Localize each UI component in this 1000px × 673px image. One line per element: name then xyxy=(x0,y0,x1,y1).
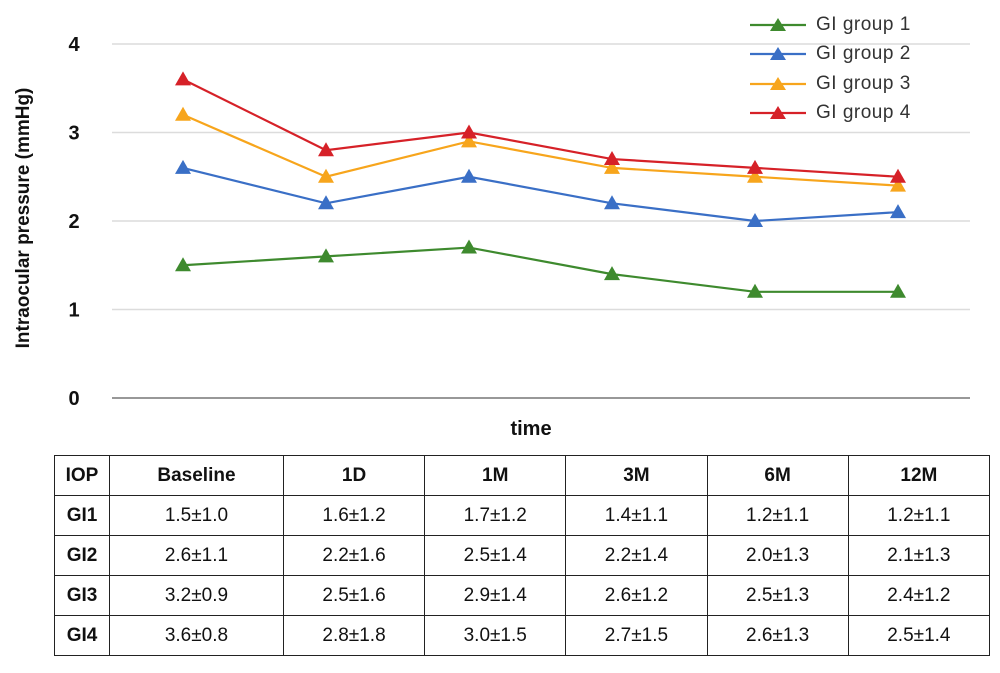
y-axis-label: Intraocular pressure (mmHg) xyxy=(13,87,34,349)
table-cell: 2.8±1.8 xyxy=(282,615,426,656)
table-cell: 3.2±0.9 xyxy=(109,575,284,616)
legend-label: GI group 2 xyxy=(816,43,911,65)
legend-marker-icon xyxy=(750,47,806,61)
data-point xyxy=(318,168,334,183)
legend-marker-icon xyxy=(750,76,806,90)
table-cell: 2.1±1.3 xyxy=(847,535,991,576)
data-point xyxy=(461,124,477,139)
iop-table: IOP Baseline 1D 1M 3M 6M 12M GI1 1.5±1.0… xyxy=(54,455,991,656)
table-cell: 2.5±1.4 xyxy=(847,615,991,656)
legend-item: GI group 2 xyxy=(750,40,911,70)
table-header-row: IOP Baseline 1D 1M 3M 6M 12M xyxy=(54,455,991,496)
data-point xyxy=(318,142,334,157)
table-cell: 1.4±1.1 xyxy=(565,495,708,536)
table-cell: 2.6±1.3 xyxy=(706,615,849,656)
header-baseline: Baseline xyxy=(109,455,284,496)
data-point xyxy=(890,177,906,192)
data-point xyxy=(461,168,477,183)
header-6m: 6M xyxy=(706,455,849,496)
table-cell: 2.5±1.6 xyxy=(282,575,426,616)
table-cell: 2.9±1.4 xyxy=(424,575,567,616)
row-label: GI1 xyxy=(54,495,110,536)
table-cell: 2.7±1.5 xyxy=(565,615,708,656)
series-line-1 xyxy=(182,246,898,293)
table-row: GI2 2.6±1.1 2.2±1.6 2.5±1.4 2.2±1.4 2.0±… xyxy=(54,535,991,576)
legend-item: GI group 3 xyxy=(750,69,911,99)
table-cell: 1.2±1.1 xyxy=(847,495,991,536)
data-point xyxy=(890,204,906,219)
data-point xyxy=(747,283,763,298)
table-cell: 2.5±1.3 xyxy=(706,575,849,616)
table-cell: 2.4±1.2 xyxy=(847,575,991,616)
header-1m: 1M xyxy=(424,455,567,496)
x-axis-label: time xyxy=(510,418,552,440)
table-row: GI4 3.6±0.8 2.8±1.8 3.0±1.5 2.7±1.5 2.6±… xyxy=(54,615,991,656)
table-row: GI3 3.2±0.9 2.5±1.6 2.9±1.4 2.6±1.2 2.5±… xyxy=(54,575,991,616)
row-label: GI2 xyxy=(54,535,110,576)
legend-item: GI group 4 xyxy=(750,99,911,129)
legend-item: GI group 1 xyxy=(750,10,911,40)
table-cell: 3.6±0.8 xyxy=(109,615,284,656)
data-point xyxy=(747,168,763,183)
legend-marker-icon xyxy=(750,106,806,120)
y-tick-label: 3 xyxy=(68,123,79,145)
y-tick-label: 4 xyxy=(68,34,80,56)
line-chart: 0 1 2 3 4 Intraocular pressure (mmHg) time G… xyxy=(13,10,970,440)
header-iop: IOP xyxy=(54,455,110,496)
data-point xyxy=(461,239,477,254)
y-tick-label: 0 xyxy=(68,388,79,410)
row-label: GI3 xyxy=(54,575,110,616)
header-3m: 3M xyxy=(565,455,708,496)
data-point xyxy=(890,168,906,183)
series-line-4 xyxy=(182,78,899,178)
table-cell: 2.6±1.1 xyxy=(109,535,284,576)
table-cell: 1.2±1.1 xyxy=(706,495,849,536)
data-point xyxy=(318,248,334,263)
series-line-3 xyxy=(182,113,899,187)
table-cell: 2.2±1.6 xyxy=(282,535,426,576)
data-point xyxy=(175,71,191,86)
header-12m: 12M xyxy=(847,455,991,496)
table-cell: 3.0±1.5 xyxy=(424,615,567,656)
header-1d: 1D xyxy=(282,455,426,496)
table-cell: 1.6±1.2 xyxy=(282,495,426,536)
data-point xyxy=(175,106,191,121)
chart-legend: GI group 1 GI group 2 GI group 3 GI group 4 xyxy=(750,10,911,128)
row-label: GI4 xyxy=(54,615,110,656)
data-point xyxy=(175,257,191,272)
data-point xyxy=(747,213,763,227)
table-cell: 1.5±1.0 xyxy=(109,495,284,536)
legend-marker-icon xyxy=(750,17,806,31)
data-point xyxy=(604,159,620,174)
legend-label: GI group 4 xyxy=(816,102,911,124)
table-cell: 2.5±1.4 xyxy=(424,535,567,576)
data-point xyxy=(175,159,191,174)
data-point xyxy=(318,195,334,210)
table-row: GI1 1.5±1.0 1.6±1.2 1.7±1.2 1.4±1.1 1.2±… xyxy=(54,495,991,536)
chart-plot-area: 0 1 2 3 4 xyxy=(68,34,970,410)
data-point xyxy=(747,159,763,174)
legend-label: GI group 3 xyxy=(816,72,911,94)
table-cell: 2.6±1.2 xyxy=(565,575,708,616)
table-cell: 1.7±1.2 xyxy=(424,495,567,536)
data-point xyxy=(890,283,906,298)
data-point xyxy=(604,195,620,210)
data-point xyxy=(604,266,620,281)
table-cell: 2.2±1.4 xyxy=(565,535,708,576)
table-cell: 2.0±1.3 xyxy=(706,535,849,576)
y-tick-label: 2 xyxy=(68,211,79,233)
data-point xyxy=(461,133,477,148)
series-line-2 xyxy=(182,166,899,223)
data-point xyxy=(604,151,620,166)
legend-label: GI group 1 xyxy=(816,13,911,35)
y-tick-label: 1 xyxy=(68,300,79,322)
